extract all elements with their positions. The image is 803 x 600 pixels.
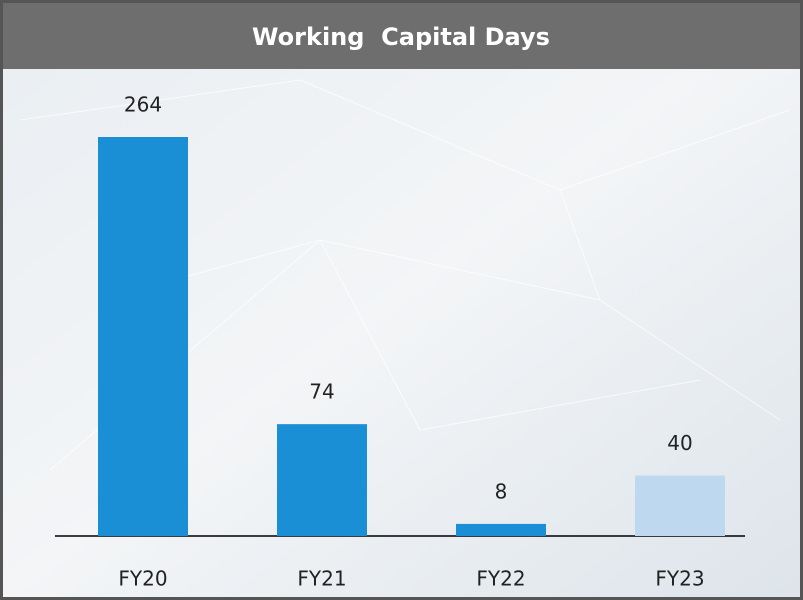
bar <box>635 475 725 536</box>
data-label: 40 <box>667 431 692 455</box>
x-tick-label: FY20 <box>118 567 167 591</box>
data-label: 264 <box>124 93 162 117</box>
x-tick-label: FY22 <box>476 567 525 591</box>
data-label: 8 <box>495 479 508 503</box>
decor-network <box>19 79 791 471</box>
bar <box>277 424 367 536</box>
chart-title: Working Capital Days <box>252 23 550 51</box>
bar <box>456 523 546 536</box>
x-tick-label: FY23 <box>655 567 704 591</box>
x-tick-label: FY21 <box>297 567 346 591</box>
data-label: 74 <box>309 380 334 404</box>
bar <box>98 137 188 536</box>
title-bar <box>3 3 800 69</box>
